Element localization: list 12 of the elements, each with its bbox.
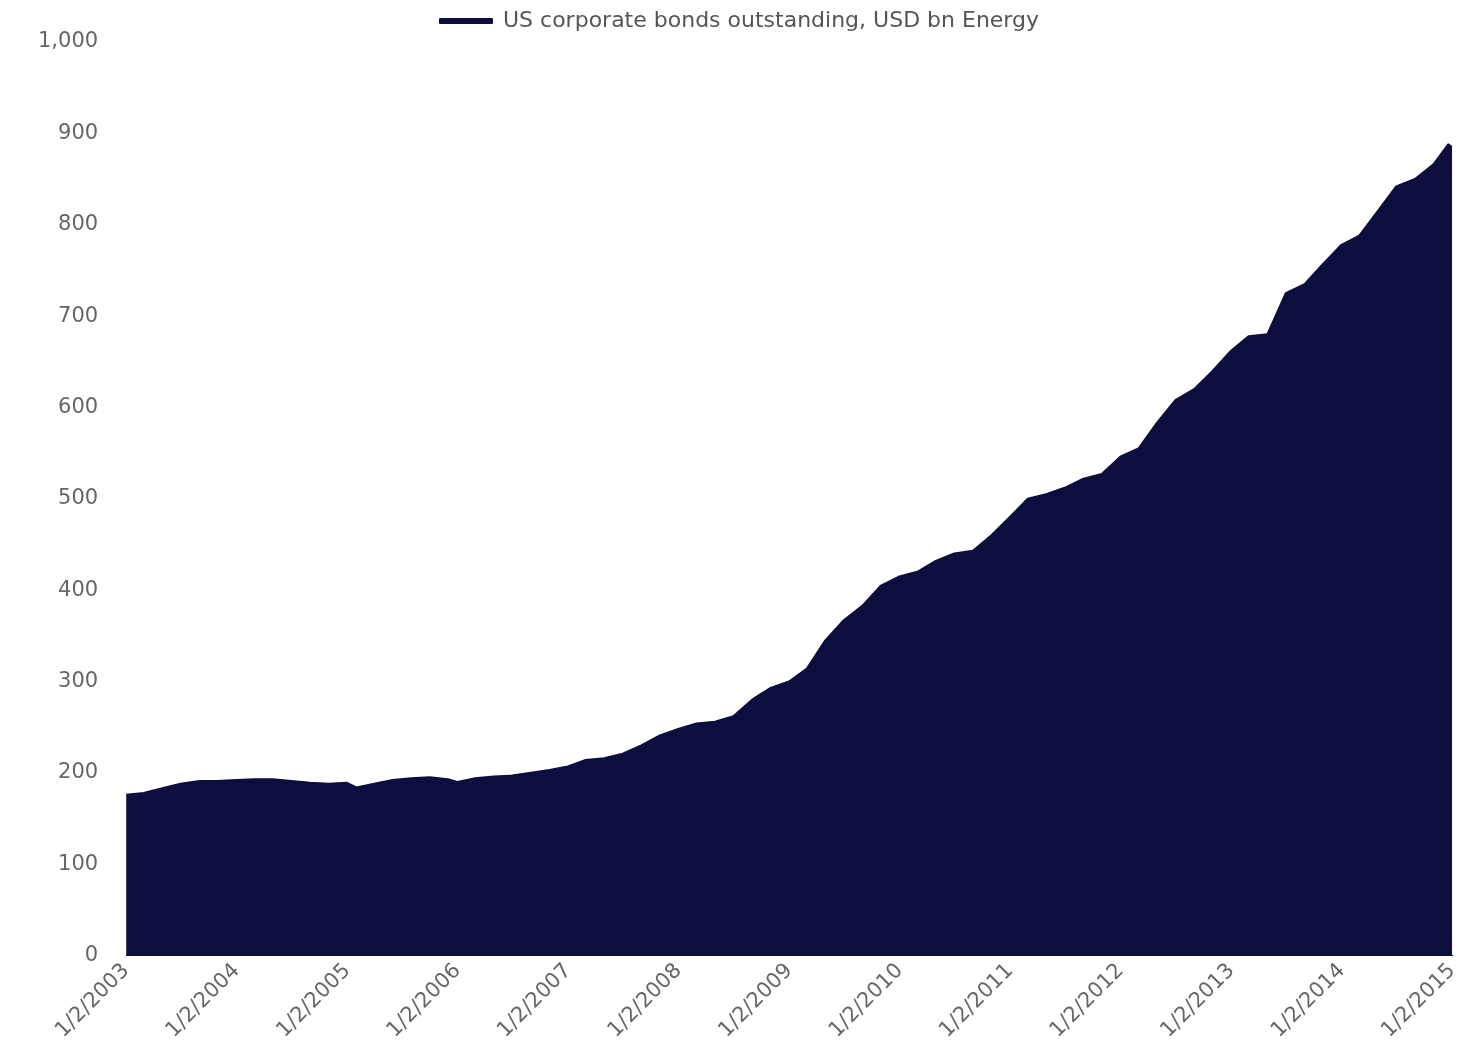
y-tick-label: 600 [58, 393, 99, 418]
y-tick-label: 0 [84, 941, 99, 966]
y-tick-label: 500 [58, 485, 99, 510]
y-tick-label: 100 [58, 850, 99, 875]
y-tick-label: 800 [58, 211, 99, 236]
y-tick-label: 900 [58, 119, 99, 144]
y-tick-label: 1,000 [37, 28, 99, 53]
y-tick-label: 700 [58, 302, 99, 327]
y-tick-label: 200 [58, 759, 99, 784]
y-tick-label: 400 [58, 576, 99, 601]
legend-label: US corporate bonds outstanding, USD bn Energy [503, 6, 1039, 32]
y-tick-label: 300 [58, 667, 99, 692]
